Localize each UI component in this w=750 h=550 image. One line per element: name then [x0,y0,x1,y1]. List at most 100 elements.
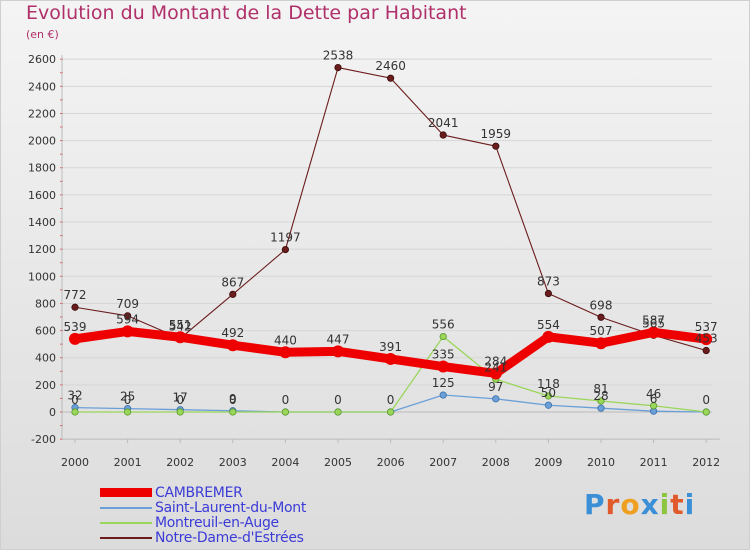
data-point [281,408,289,416]
data-label: 28 [593,389,608,403]
data-point [702,408,710,416]
data-point [489,367,502,380]
data-point [700,333,713,346]
x-tick-label: 2001 [114,456,142,469]
data-point [71,303,79,311]
x-tick-label: 2010 [587,456,615,469]
data-label: 2460 [375,59,406,73]
data-point [439,391,447,399]
data-label: 867 [221,275,244,289]
data-point [334,63,342,72]
x-tick-label: 2000 [61,456,89,469]
data-label: 453 [695,332,718,346]
data-point [279,346,292,359]
data-label: 391 [379,340,402,354]
data-point [597,313,605,321]
y-tick-label: 800 [35,297,56,310]
x-tick-label: 2007 [429,456,457,469]
y-tick-label: 200 [35,379,56,392]
data-label: 0 [71,393,79,407]
y-tick-label: 2000 [28,135,56,148]
data-point [176,408,184,416]
y-tick-label: 400 [35,352,56,365]
data-label: 2041 [428,116,459,130]
data-label: 6 [650,392,658,406]
data-point [595,337,607,350]
data-label: 284 [484,354,507,368]
data-point [544,289,553,298]
data-point [226,339,239,352]
data-label: 537 [695,320,718,334]
data-label: 587 [642,313,665,327]
data-point [71,408,79,416]
legend-swatch [100,507,152,509]
data-label: 9 [229,392,237,406]
data-point [647,326,660,339]
legend-label: Montreuil-en-Auge [155,515,279,531]
data-label: 542 [169,319,192,333]
x-tick-label: 2004 [271,456,299,469]
data-label: 551 [169,318,192,332]
legend-label: Notre-Dame-d'Estrées [155,530,304,546]
data-label: 118 [537,377,560,391]
x-tick-label: 2012 [692,456,720,469]
data-label: 492 [221,326,244,340]
data-point [229,290,237,298]
data-label: 46 [646,387,661,401]
data-label: 125 [432,376,455,390]
data-label: 554 [537,318,560,332]
data-point [542,330,555,343]
y-tick-label: 2600 [28,53,56,66]
x-tick-label: 2011 [640,456,668,469]
data-label: 0 [124,393,132,407]
data-label: 0 [387,393,395,407]
data-point [174,331,187,344]
data-label: 565 [642,316,665,330]
data-point [439,332,447,341]
data-label: 17 [173,391,188,405]
data-point [702,346,710,355]
data-label: 0 [176,393,184,407]
data-label: 772 [64,288,87,302]
data-label: 0 [229,393,237,407]
x-tick-label: 2008 [482,456,510,469]
data-label: 447 [327,332,350,346]
data-point [649,402,658,410]
y-tick-label: 600 [35,325,56,338]
data-label: 440 [274,333,297,347]
data-label: 1197 [270,231,301,245]
data-label: 698 [590,298,613,312]
data-point [124,312,132,320]
data-label: 50 [541,386,556,400]
y-tick-label: 2400 [28,80,56,93]
x-tick-label: 2005 [324,456,352,469]
data-label: 97 [488,380,503,394]
data-point [437,360,450,373]
data-label: 556 [432,318,455,332]
data-label: 507 [590,324,613,338]
data-point [229,408,237,416]
y-tick-label: -200 [31,433,56,446]
data-point [121,325,134,338]
data-point [597,397,605,405]
data-point [544,401,553,409]
legend-swatch [100,537,152,539]
data-label: 1959 [481,127,512,141]
chart-title: Evolution du Montant de la Dette par Hab… [26,2,467,24]
y-tick-label: 1200 [28,243,56,256]
data-label: 0 [702,393,710,407]
y-tick-label: 2200 [28,107,56,120]
data-label: 594 [116,312,139,326]
data-point [597,404,605,412]
data-label: 709 [116,297,139,311]
legend-swatch [100,488,152,497]
data-label: 32 [67,389,82,403]
chart-subtitle: (en €) [26,28,59,41]
y-tick-label: 1800 [28,162,56,175]
data-point [386,74,395,82]
data-point [492,395,500,403]
data-point [69,332,81,345]
data-label: 0 [282,393,290,407]
